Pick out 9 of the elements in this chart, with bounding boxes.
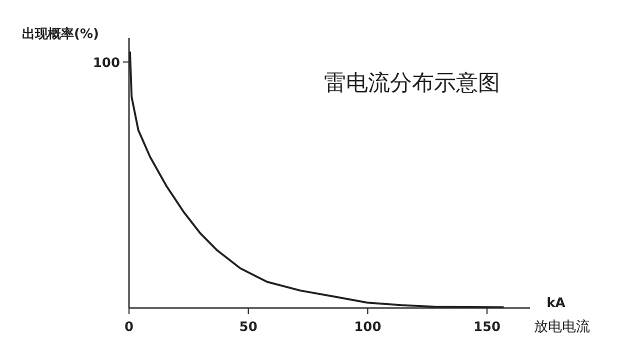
x-axis-title: 放电电流 (534, 319, 590, 335)
text: kA (546, 296, 566, 311)
x-tick-label: 50 (239, 320, 258, 335)
x-tick-label: 100 (354, 320, 382, 335)
y-axis-title: 出现概率(%) (22, 26, 99, 42)
text: 100 (92, 56, 120, 71)
x-tick-label: 0 (124, 320, 134, 335)
x-tick-label: 150 (473, 320, 501, 335)
text: 雷电流分布示意图 (324, 71, 500, 96)
